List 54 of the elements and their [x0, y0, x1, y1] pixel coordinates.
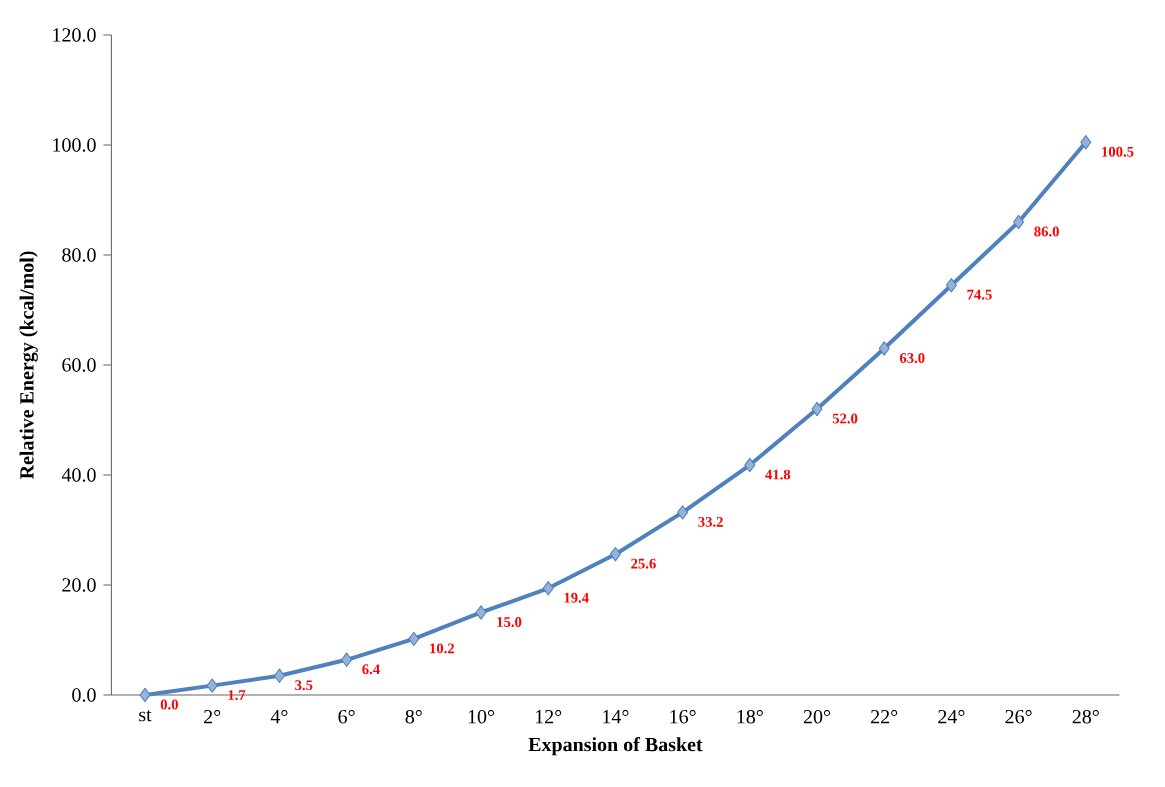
x-tick-label: st: [139, 709, 152, 722]
point: [206, 678, 218, 693]
point: [811, 401, 823, 417]
data-label: 74.5: [967, 289, 992, 300]
x-tick-label: 8°: [405, 709, 422, 724]
x-tick-label: 28°: [1072, 709, 1099, 724]
point: [1013, 214, 1025, 230]
point: [542, 581, 554, 596]
point: [744, 457, 756, 473]
data-label: 63.0: [899, 353, 925, 363]
x-tick-label: 14°: [603, 709, 629, 724]
x-tick-label: 18°: [737, 709, 763, 724]
point: [945, 278, 957, 293]
point: [139, 687, 151, 703]
point: [475, 605, 487, 620]
y-axis-title: Relative Energy (kcal/mol): [19, 251, 38, 480]
x-tick-label: 10°: [468, 709, 495, 724]
point: [878, 341, 890, 356]
y-tick-label: 40.0: [61, 468, 96, 482]
x-tick-label: 6°: [338, 709, 355, 724]
data-label: 1.7: [228, 690, 246, 701]
y-tick-label: 0.0: [72, 688, 96, 702]
point: [341, 652, 353, 667]
x-tick-label: 16°: [670, 709, 696, 724]
y-tick-label: 80.0: [62, 248, 96, 262]
data-label: 0.0: [160, 699, 178, 710]
data-label: 10.2: [430, 643, 455, 654]
data-label: 25.6: [631, 558, 656, 569]
data-label: 6.4: [362, 664, 380, 675]
x-tick-label: 20°: [803, 709, 831, 724]
x-tick-label: 2°: [204, 709, 221, 724]
x-tick-label: 22°: [871, 709, 898, 724]
y-tick-label: 100.0: [53, 138, 96, 152]
x-axis-title: Expansion of Basket: [528, 737, 703, 756]
point: [408, 631, 420, 647]
x-tick-label: 26°: [1005, 709, 1032, 724]
data-label: 86.0: [1034, 226, 1059, 237]
point: [609, 546, 621, 562]
data-label: 33.2: [698, 516, 723, 527]
x-tick-label: 24°: [938, 709, 965, 724]
x-tick-label: 4°: [270, 709, 288, 724]
y-tick-label: 120.0: [53, 28, 96, 42]
data-label: 3.5: [295, 680, 313, 691]
point: [1080, 135, 1092, 150]
data-label: 100.5: [1102, 146, 1134, 157]
point: [273, 668, 285, 683]
point: [677, 505, 689, 520]
x-tick-label: 12°: [535, 709, 562, 724]
data-label: 41.8: [765, 469, 791, 480]
y-tick-label: 20.0: [62, 578, 96, 592]
data-label: 15.0: [497, 617, 522, 627]
y-tick-label: 60.0: [62, 358, 96, 372]
data-label: 19.4: [564, 592, 589, 603]
data-label: 52.0: [832, 413, 858, 424]
